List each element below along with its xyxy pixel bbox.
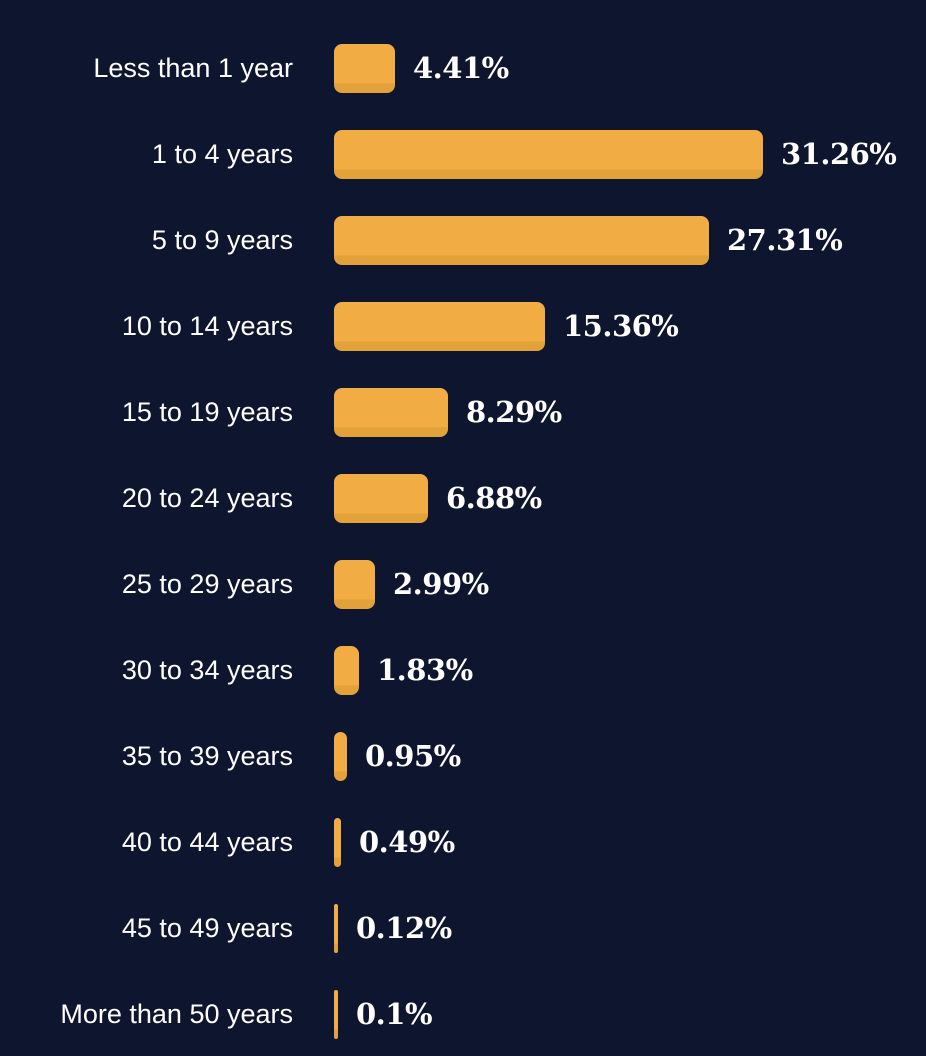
chart-row: 25 to 29 years 2.99% <box>0 541 926 627</box>
category-label: More than 50 years <box>60 998 293 1029</box>
category-label: 15 to 19 years <box>121 396 293 427</box>
value-label: 0.49% <box>359 824 455 859</box>
bar <box>334 387 448 437</box>
bar <box>334 129 763 179</box>
chart-row: 30 to 34 years 1.83% <box>0 627 926 713</box>
value-label: 4.41% <box>413 50 509 85</box>
chart-row: 15 to 19 years 8.29% <box>0 369 926 455</box>
value-label: 27.31% <box>727 222 843 257</box>
bar <box>334 989 338 1039</box>
chart-row: 35 to 39 years 0.95% <box>0 713 926 799</box>
category-label: 20 to 24 years <box>121 482 293 513</box>
chart-row: Less than 1 year 4.41% <box>0 25 926 111</box>
value-label: 31.26% <box>781 136 897 171</box>
bar <box>334 731 347 781</box>
bar <box>334 903 338 953</box>
chart-row: 10 to 14 years 15.36% <box>0 283 926 369</box>
bar <box>334 301 545 351</box>
category-label: 1 to 4 years <box>151 138 293 169</box>
value-label: 0.95% <box>365 738 461 773</box>
chart-row: More than 50 years 0.1% <box>0 971 926 1056</box>
bar <box>334 215 709 265</box>
value-label: 1.83% <box>377 652 473 687</box>
bar <box>334 473 428 523</box>
bar <box>334 817 341 867</box>
bar <box>334 645 359 695</box>
value-label: 8.29% <box>466 394 562 429</box>
category-label: 5 to 9 years <box>151 224 293 255</box>
bar <box>334 43 395 93</box>
value-label: 15.36% <box>563 308 679 343</box>
bar <box>334 559 375 609</box>
category-label: 40 to 44 years <box>121 826 293 857</box>
chart-row: 45 to 49 years 0.12% <box>0 885 926 971</box>
category-label: 10 to 14 years <box>121 310 293 341</box>
value-label: 0.12% <box>356 910 452 945</box>
chart-row: 1 to 4 years 31.26% <box>0 111 926 197</box>
category-label: 25 to 29 years <box>121 568 293 599</box>
category-label: 45 to 49 years <box>121 912 293 943</box>
category-label: 35 to 39 years <box>121 740 293 771</box>
chart-row: 5 to 9 years 27.31% <box>0 197 926 283</box>
category-label: Less than 1 year <box>93 52 293 83</box>
chart-row: 40 to 44 years 0.49% <box>0 799 926 885</box>
chart-row: 20 to 24 years 6.88% <box>0 455 926 541</box>
value-label: 0.1% <box>356 996 433 1031</box>
value-label: 6.88% <box>446 480 542 515</box>
value-label: 2.99% <box>393 566 489 601</box>
category-label: 30 to 34 years <box>121 654 293 685</box>
